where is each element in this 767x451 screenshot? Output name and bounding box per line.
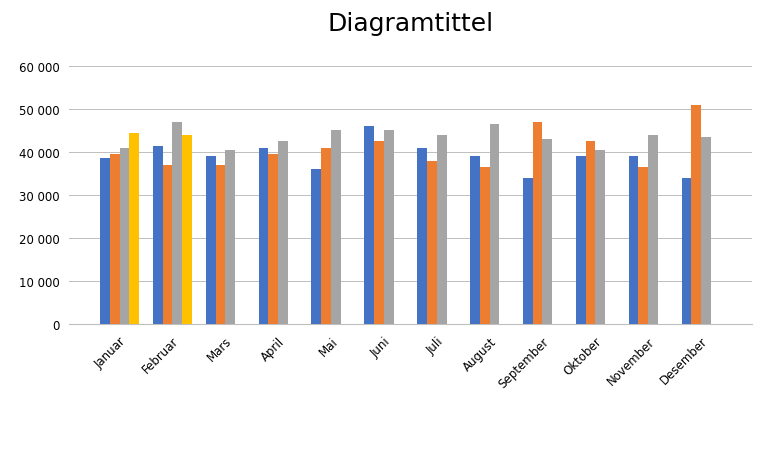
Bar <box>427 161 436 325</box>
Bar <box>153 146 163 325</box>
Bar <box>258 148 268 325</box>
Bar <box>130 133 139 325</box>
Bar <box>110 155 120 325</box>
Title: Diagramtittel: Diagramtittel <box>328 12 493 36</box>
Bar <box>173 123 183 325</box>
Bar <box>321 148 331 325</box>
Bar <box>364 127 374 325</box>
Bar <box>225 151 235 325</box>
Bar <box>216 166 225 325</box>
Bar <box>163 166 173 325</box>
Bar <box>331 131 341 325</box>
Bar <box>629 157 638 325</box>
Bar <box>682 179 691 325</box>
Bar <box>384 131 393 325</box>
Bar <box>417 148 427 325</box>
Bar <box>648 135 658 325</box>
Bar <box>691 106 701 325</box>
Bar <box>523 179 533 325</box>
Bar <box>183 135 192 325</box>
Bar <box>470 157 480 325</box>
Bar <box>480 168 489 325</box>
Bar <box>268 155 278 325</box>
Bar <box>701 138 711 325</box>
Bar <box>278 142 288 325</box>
Bar <box>206 157 216 325</box>
Bar <box>120 148 130 325</box>
Bar <box>374 142 384 325</box>
Bar <box>311 170 321 325</box>
Bar <box>100 159 110 325</box>
Bar <box>489 124 499 325</box>
Bar <box>585 142 595 325</box>
Bar <box>542 140 552 325</box>
Bar <box>533 123 542 325</box>
Bar <box>436 135 446 325</box>
Bar <box>638 168 648 325</box>
Bar <box>576 157 585 325</box>
Bar <box>595 151 605 325</box>
